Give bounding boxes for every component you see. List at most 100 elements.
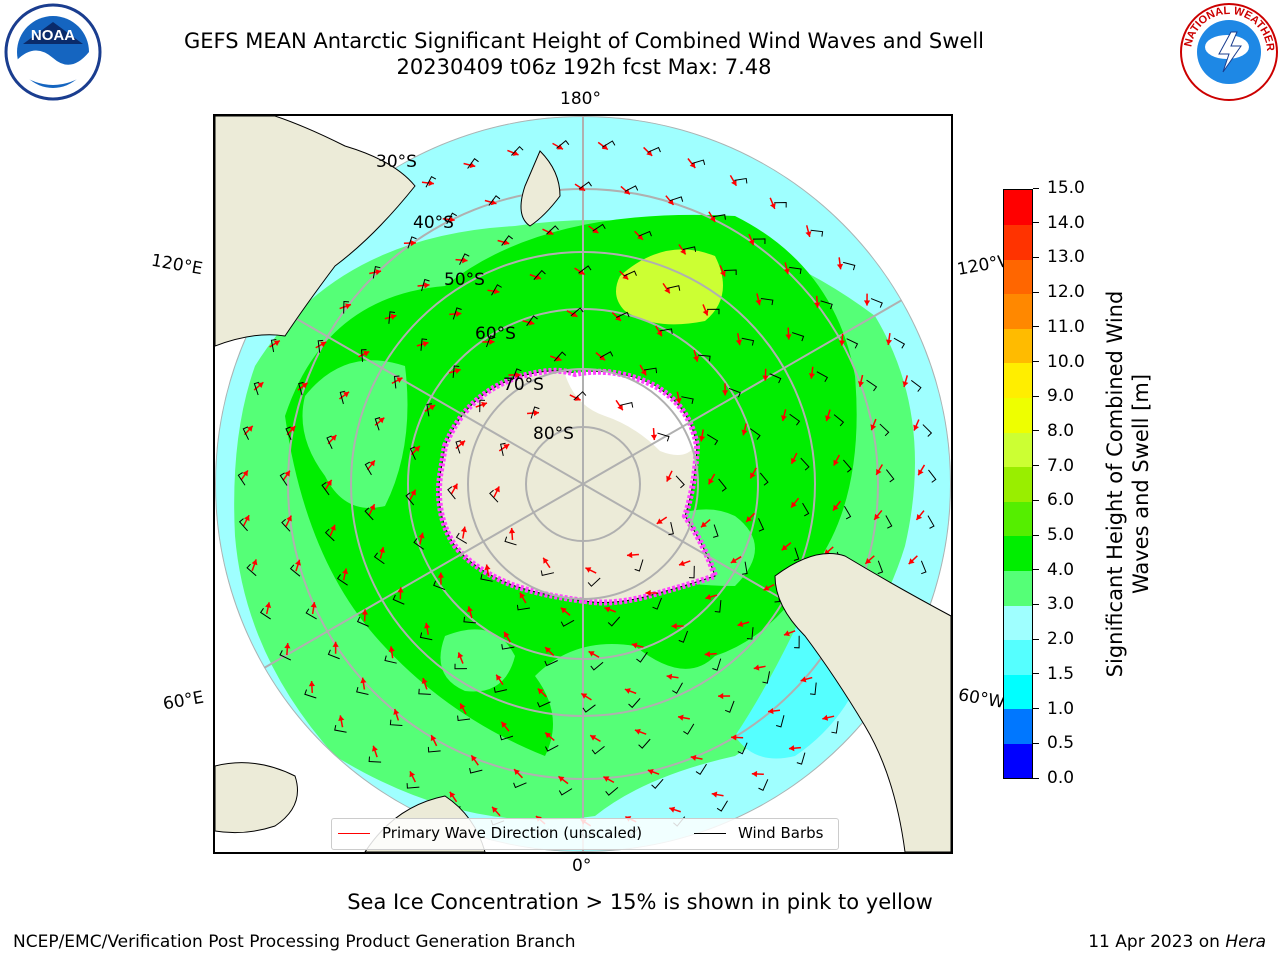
colorbar-tick-label: 0.5 — [1033, 733, 1074, 753]
wave-arrow-head — [690, 754, 697, 761]
wave-arrow-head — [578, 269, 585, 275]
wind-barb — [716, 800, 728, 812]
wave-arrow-head — [301, 382, 308, 389]
wind-barb — [516, 604, 530, 611]
wave-arrow-head — [833, 459, 839, 466]
colorbar-tick-label: 13.0 — [1033, 247, 1085, 267]
wave-arrow-head — [735, 339, 742, 346]
map-panel[interactable] — [213, 114, 953, 854]
wind-barb — [463, 616, 476, 624]
wind-barb — [493, 687, 508, 693]
wind-barb — [388, 311, 396, 324]
wave-arrow-head — [560, 607, 567, 614]
wave-arrow-head — [492, 806, 498, 813]
legend-red-line — [338, 832, 370, 834]
wave-arrow-head — [768, 708, 774, 715]
wave-arrow-head — [669, 806, 676, 813]
colorbar-tick-label: 5.0 — [1033, 525, 1074, 545]
wind-barb — [537, 701, 551, 708]
wind-barb — [454, 663, 467, 670]
wave-arrow-head — [762, 375, 769, 381]
wind-barb — [393, 375, 400, 389]
polar-map — [215, 116, 951, 852]
wind-barb — [356, 616, 369, 627]
wind-barb — [619, 402, 634, 408]
wind-barb — [675, 475, 685, 489]
wave-arrow-head — [460, 526, 467, 533]
wave-arrow-head — [484, 564, 491, 571]
wind-barb — [406, 783, 420, 789]
wind-barb — [452, 365, 460, 378]
wind-barb — [728, 387, 741, 398]
wind-barb — [491, 284, 502, 296]
wave-arrow-head — [783, 630, 790, 637]
colorbar-segment — [1004, 362, 1032, 399]
wind-barb — [427, 746, 441, 753]
legend-label-primary-wave: Primary Wave Direction (unscaled) — [382, 824, 643, 842]
wave-arrow-head — [839, 340, 846, 346]
wind-barb — [669, 196, 684, 202]
wave-arrow-head — [865, 558, 872, 564]
wind-barb — [489, 489, 499, 503]
wave-arrow-head — [251, 559, 258, 566]
wind-barb — [691, 159, 706, 166]
wind-barb — [922, 424, 933, 437]
wave-arrow-head — [503, 444, 510, 450]
colorbar-segment — [1004, 639, 1032, 675]
wave-arrow-head — [590, 735, 597, 741]
wind-barb — [831, 721, 839, 734]
wind-barb — [339, 390, 346, 405]
wave-arrow-head — [645, 589, 651, 597]
wave-arrow-head — [430, 735, 437, 742]
wind-barb — [420, 338, 428, 351]
wave-arrow-head — [702, 309, 709, 316]
wave-arrow-head — [424, 622, 431, 629]
wave-arrow-head — [574, 395, 581, 401]
map-legend: Primary Wave Direction (unscaled) Wind B… — [331, 818, 839, 850]
colorbar-tick-label: 11.0 — [1033, 317, 1085, 337]
wind-barb — [587, 577, 601, 587]
wind-barb — [364, 507, 374, 521]
wind-barb — [433, 580, 446, 591]
wind-barb — [469, 768, 483, 774]
wave-arrow-head — [656, 330, 662, 337]
wave-arrow-head — [471, 755, 477, 762]
wind-barb — [870, 298, 883, 308]
wind-barb — [762, 671, 771, 684]
wind-barb — [681, 396, 694, 405]
wind-barb — [326, 435, 333, 450]
wave-arrow-head — [902, 381, 909, 387]
wave-arrow-head — [424, 282, 430, 289]
wave-arrow-head — [421, 677, 428, 684]
wind-barb — [242, 426, 250, 440]
wind-barb — [467, 157, 479, 169]
wave-arrow-head — [519, 592, 526, 599]
wave-arrow-head — [493, 288, 500, 295]
wind-barb — [305, 608, 317, 620]
wave-arrow-head — [308, 680, 315, 687]
wave-arrow-head — [504, 631, 510, 638]
wave-arrow-head — [310, 602, 317, 608]
wind-barb — [405, 492, 415, 506]
wind-barb — [409, 446, 416, 460]
wind-barb — [758, 779, 769, 791]
wind-barb — [746, 627, 754, 640]
wave-arrow-head — [289, 426, 296, 432]
wave-arrow-head — [410, 239, 416, 247]
wind-barb — [389, 719, 403, 726]
wave-arrow-head — [689, 162, 696, 168]
wind-barb — [601, 140, 616, 148]
wave-arrow-head — [634, 728, 641, 735]
wave-arrow-head — [800, 676, 807, 683]
colorbar-tick-label: 4.0 — [1033, 560, 1074, 580]
wind-barb — [689, 565, 695, 579]
wind-barb — [809, 682, 817, 696]
wave-arrow-head — [751, 770, 758, 778]
wave-arrow-head — [545, 732, 552, 739]
wave-arrow-head — [704, 651, 711, 658]
colorbar-segment — [1004, 328, 1032, 364]
wave-arrow-head — [558, 776, 565, 782]
wave-arrow-head — [814, 302, 821, 308]
wave-arrow-head — [731, 179, 737, 186]
wave-arrow-head — [693, 355, 699, 362]
